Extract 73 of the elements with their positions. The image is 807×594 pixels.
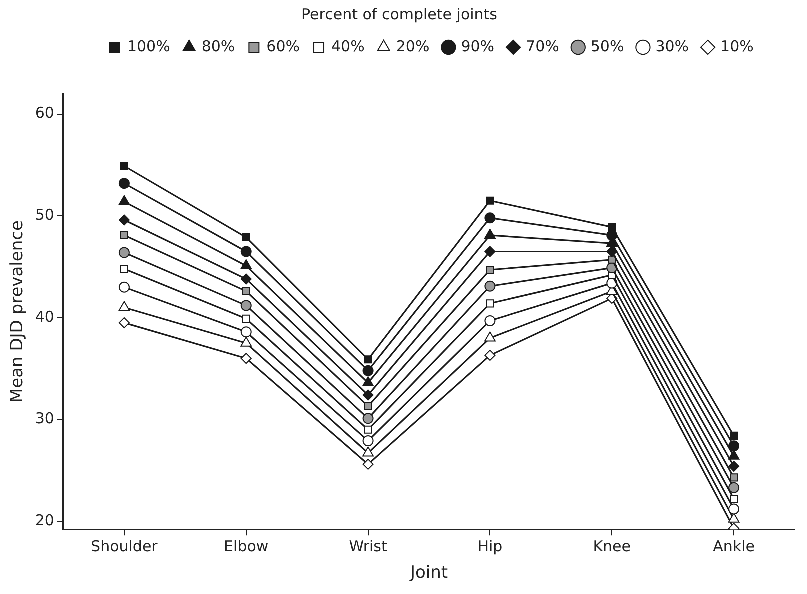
point — [606, 246, 618, 258]
y-tick-label: 50 — [35, 206, 54, 224]
point — [242, 287, 250, 296]
legend-label: 20% — [396, 37, 430, 56]
x-tick-label: Wrist — [349, 537, 388, 556]
legend-label: 30% — [656, 37, 690, 56]
point — [484, 212, 496, 224]
y-tick-label: 60 — [35, 104, 54, 122]
point — [486, 196, 494, 205]
x-axis-title: Joint — [409, 563, 448, 584]
point — [730, 474, 738, 482]
point — [242, 233, 250, 242]
point — [118, 301, 130, 312]
point — [484, 246, 496, 258]
point — [730, 495, 738, 504]
point — [118, 247, 130, 258]
point — [484, 280, 496, 292]
point — [364, 426, 372, 434]
point — [362, 436, 374, 447]
legend-label: 90% — [461, 37, 495, 56]
point — [730, 432, 738, 440]
point — [362, 413, 374, 424]
point — [364, 356, 372, 364]
point — [240, 336, 252, 347]
legend-label: 100% — [127, 37, 170, 56]
point — [484, 315, 496, 326]
point — [484, 332, 496, 342]
point — [362, 458, 374, 470]
point — [362, 376, 374, 387]
x-tick-label: Shoulder — [91, 537, 159, 556]
y-tick-label: 40 — [35, 308, 54, 326]
point — [364, 402, 372, 410]
point — [486, 300, 494, 308]
x-tick-label: Elbow — [224, 537, 269, 556]
point — [240, 326, 252, 338]
point — [486, 266, 494, 274]
legend-label: 10% — [720, 37, 754, 56]
point — [118, 195, 130, 206]
y-tick-label: 30 — [35, 410, 54, 428]
point — [484, 228, 496, 239]
point — [120, 162, 128, 170]
y-axis-title: Mean DJD prevalence — [8, 220, 28, 404]
point — [362, 446, 374, 457]
point — [118, 178, 130, 190]
point — [728, 482, 740, 494]
point — [118, 214, 130, 226]
point — [362, 390, 374, 401]
point — [120, 231, 128, 240]
point — [242, 314, 250, 323]
x-tick-label: Hip — [478, 537, 503, 556]
point — [120, 265, 128, 274]
legend-label: 70% — [526, 37, 560, 56]
point — [728, 504, 740, 515]
point — [240, 353, 252, 364]
point — [240, 274, 252, 285]
point — [118, 317, 130, 328]
legend-title: Percent of complete joints — [302, 5, 498, 24]
point — [240, 300, 252, 312]
legend-label: 80% — [202, 37, 236, 56]
legend-label: 60% — [266, 37, 300, 56]
point — [240, 246, 252, 258]
y-tick-label: 20 — [35, 511, 54, 530]
point — [608, 223, 616, 232]
legend-label: 40% — [332, 37, 365, 56]
x-tick-label: Ankle — [713, 537, 755, 556]
point — [240, 260, 252, 270]
point — [484, 350, 496, 362]
point — [362, 365, 374, 376]
point — [728, 440, 740, 452]
legend-label: 50% — [590, 37, 624, 56]
x-tick-label: Knee — [593, 537, 632, 556]
point — [118, 282, 130, 293]
point — [728, 461, 740, 472]
